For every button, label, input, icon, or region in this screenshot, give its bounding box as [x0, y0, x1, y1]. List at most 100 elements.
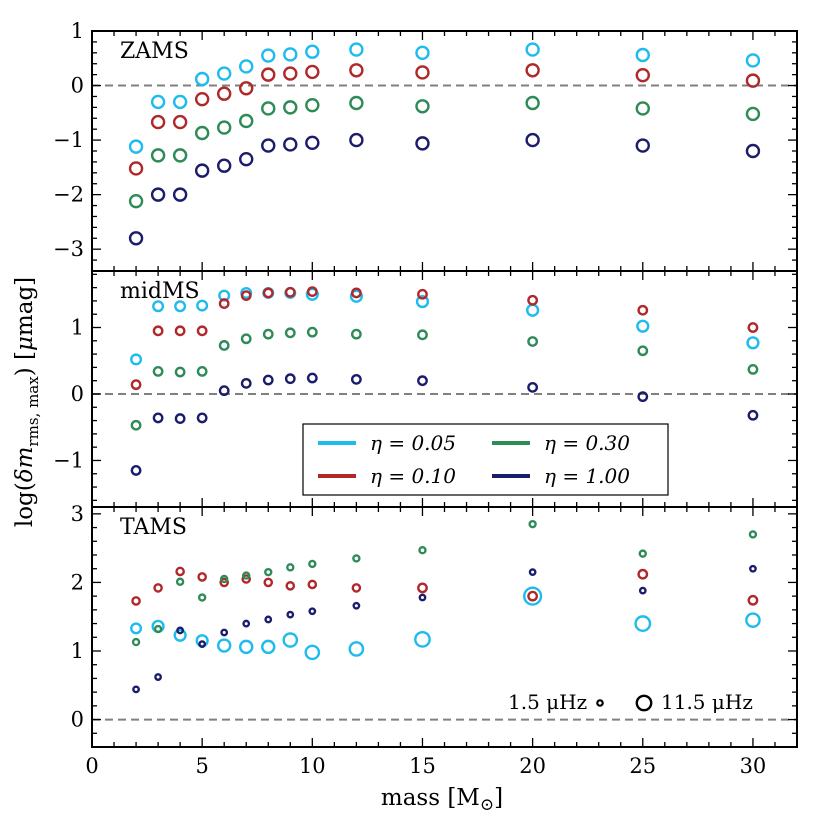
data-point [414, 630, 431, 648]
data-point [417, 329, 428, 341]
legend-label: η = 1.00 [544, 464, 630, 488]
data-point [216, 120, 232, 135]
data-point [196, 325, 208, 337]
data-point [197, 593, 207, 602]
legend: η = 0.05 η = 0.30 η = 0.10 η = 1.00 1.5 μHz 1… [302, 423, 753, 714]
data-point [239, 59, 254, 74]
data-point [415, 294, 430, 309]
data-point [305, 287, 319, 301]
data-point [198, 640, 207, 649]
data-point [283, 100, 298, 115]
data-point [306, 286, 318, 298]
data-point [418, 593, 427, 602]
data-point [194, 125, 210, 141]
y-tick-label: 0 [71, 708, 84, 732]
y-tick-label: 3 [71, 502, 84, 526]
data-point [636, 319, 650, 333]
data-point [748, 530, 758, 539]
data-point [283, 137, 298, 152]
data-point [130, 622, 143, 635]
data-point [152, 412, 164, 424]
panel-zams: 1 0 −1 −2 −3 ZAMS [53, 19, 798, 272]
series-eta_0-30 [130, 326, 759, 431]
data-point [174, 300, 187, 313]
data-point [745, 53, 761, 68]
series-eta_1-00 [128, 132, 761, 246]
data-point [197, 572, 207, 582]
data-point [286, 563, 295, 572]
data-point [241, 574, 252, 584]
x-tick-label: 25 [629, 754, 656, 778]
data-point [262, 287, 274, 299]
data-point [172, 187, 188, 202]
y-tick-label: 1 [71, 316, 84, 340]
data-point [350, 287, 362, 299]
y-tick-label: 2 [71, 570, 84, 594]
x-tick-label: 15 [409, 754, 436, 778]
data-point [635, 67, 650, 83]
data-point [284, 373, 296, 385]
data-point [348, 641, 365, 657]
data-point [417, 375, 428, 387]
data-point [637, 345, 649, 357]
data-point [350, 373, 362, 385]
data-point [415, 136, 430, 151]
data-point [261, 67, 276, 82]
data-point [525, 63, 540, 78]
legend-label: η = 0.05 [370, 431, 456, 455]
data-point [153, 624, 163, 634]
series-eta_0-10 [128, 63, 761, 176]
data-point [349, 132, 364, 148]
data-point [218, 385, 230, 397]
data-point [218, 340, 230, 351]
data-point [526, 303, 540, 317]
panel-label: midMS [120, 279, 200, 304]
data-point [286, 610, 295, 619]
data-point [747, 409, 759, 421]
data-point [172, 114, 188, 130]
data-point [261, 639, 276, 655]
data-point [172, 148, 188, 163]
data-point [194, 91, 210, 107]
data-point [527, 336, 539, 347]
data-point [418, 546, 427, 555]
data-point [523, 586, 543, 606]
data-point [261, 101, 276, 116]
data-point [527, 294, 539, 306]
data-point [528, 519, 537, 529]
data-point [350, 328, 362, 340]
data-point [239, 639, 254, 655]
data-point [525, 95, 540, 111]
data-point [745, 106, 761, 122]
x-tick-label: 0 [85, 754, 98, 778]
data-point [174, 366, 186, 378]
data-point [130, 379, 142, 391]
data-point [174, 413, 186, 424]
x-axis-label: mass [M⊙] [381, 785, 503, 815]
data-point [132, 685, 140, 694]
data-point [239, 113, 254, 129]
data-point [283, 47, 298, 62]
panel-tams: 3 2 1 0 TAMS [71, 502, 798, 748]
series-eta_0-10 [131, 566, 759, 606]
y-tick-label: −1 [53, 448, 84, 472]
data-point [305, 97, 320, 113]
series-eta_0-05 [128, 42, 761, 154]
data-point [240, 286, 253, 299]
data-point [305, 44, 320, 59]
data-point [417, 288, 428, 300]
data-point [638, 586, 647, 595]
y-tick-label: −1 [53, 128, 84, 152]
data-point [173, 628, 187, 642]
data-point [634, 615, 652, 632]
data-point [242, 571, 251, 580]
data-point [262, 374, 274, 386]
data-point [747, 322, 759, 333]
data-point [637, 568, 649, 580]
data-point [216, 66, 232, 81]
data-point [218, 298, 230, 309]
data-point [176, 626, 185, 635]
data-point [527, 590, 539, 602]
data-point [196, 299, 209, 312]
